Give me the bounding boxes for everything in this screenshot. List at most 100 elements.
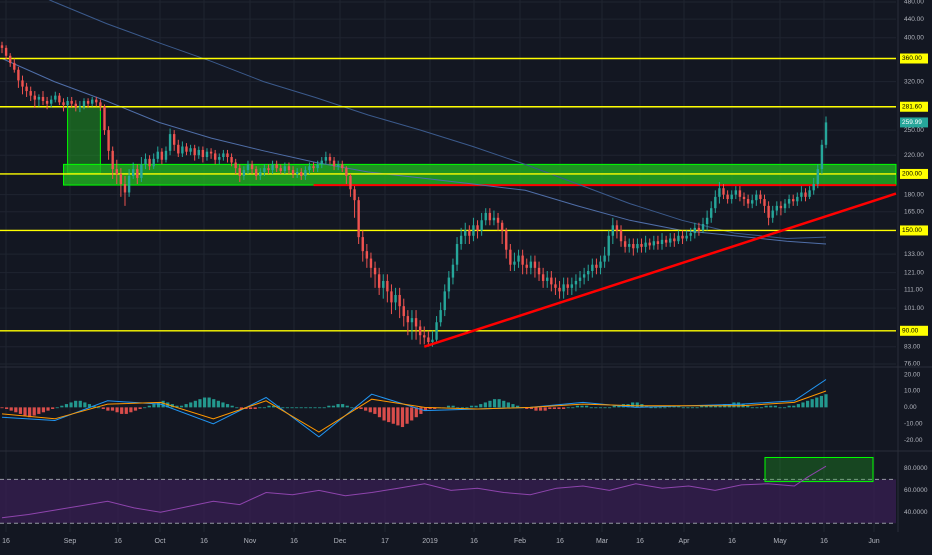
macd-histogram-bar <box>755 407 759 409</box>
level-price-tag <box>900 325 928 336</box>
candle-body <box>730 194 733 200</box>
moving-average-fast <box>1 58 827 245</box>
candle-body <box>361 237 364 252</box>
macd-histogram-bar <box>212 399 216 408</box>
candle-body <box>209 151 213 154</box>
rsi-highlight-box <box>764 456 874 483</box>
candle-body <box>267 168 270 171</box>
level-price-tag <box>900 101 928 112</box>
candle-body <box>472 225 475 236</box>
candle-body <box>4 47 8 56</box>
rsi-y-tick-label: 80.0000 <box>904 465 928 472</box>
candle-body <box>824 122 828 145</box>
macd-histogram-bar <box>281 407 285 409</box>
macd-histogram-bar <box>373 407 377 414</box>
macd-histogram-bar <box>456 407 460 409</box>
macd-histogram-bar <box>635 402 639 408</box>
candle-body <box>172 134 176 145</box>
candle-body <box>439 310 442 323</box>
macd-histogram-bar <box>133 407 138 411</box>
candle-body <box>86 100 90 104</box>
macd-histogram-bar <box>295 407 299 409</box>
macd-histogram-bar <box>713 405 718 408</box>
macd-histogram-bar <box>267 405 271 408</box>
macd-histogram-bar <box>474 405 478 408</box>
macd-histogram-bar <box>787 405 791 408</box>
macd-histogram-bar <box>451 405 455 408</box>
macd-histogram-bar <box>557 407 561 409</box>
macd-histogram-bar <box>322 407 326 409</box>
y-tick-label: 111.00 <box>904 286 923 293</box>
candle-body <box>308 166 311 171</box>
candle-body <box>648 242 651 246</box>
candle-body <box>607 235 610 256</box>
candle-body <box>144 158 147 165</box>
candle-body <box>263 168 266 172</box>
candle-body <box>509 249 512 265</box>
candle-body <box>287 166 291 171</box>
macd-histogram-bar <box>479 404 483 408</box>
last-price-tag <box>900 117 928 128</box>
candle-body <box>74 103 77 108</box>
level-price-label: 281.60 <box>902 103 922 110</box>
macd-histogram-bar <box>529 407 533 409</box>
macd-histogram-bar <box>598 407 603 409</box>
candle-body <box>673 238 676 242</box>
macd-histogram-bar <box>469 405 474 408</box>
candle-body <box>783 203 787 209</box>
candle-body <box>587 271 590 275</box>
macd-histogram-bar <box>299 407 303 409</box>
macd-histogram-bar <box>654 407 658 409</box>
macd-histogram-bar <box>690 407 695 409</box>
macd-histogram-bar <box>152 404 156 408</box>
macd-histogram-bar <box>87 404 92 408</box>
macd-histogram-bar <box>235 407 239 409</box>
macd-histogram-bar <box>681 407 685 409</box>
y-tick-label: 180.00 <box>904 191 924 198</box>
candle-body <box>435 322 438 340</box>
rsi-band <box>0 479 896 524</box>
candle-body <box>521 255 524 265</box>
macd-histogram-bar <box>216 400 220 408</box>
candle-body <box>468 230 471 236</box>
candle-body <box>373 267 377 275</box>
candle-body <box>58 95 61 103</box>
candle-body <box>500 222 504 231</box>
candle-body <box>160 151 164 160</box>
breakout-box <box>67 105 101 174</box>
macd-histogram-bar <box>387 407 391 423</box>
candle-body <box>406 316 410 323</box>
candle-body <box>427 337 430 343</box>
macd-histogram-bar <box>465 407 469 409</box>
candle-body <box>812 184 815 191</box>
macd-histogram-bar <box>120 407 124 414</box>
candle-body <box>341 164 344 169</box>
level-price-tag <box>900 53 928 64</box>
candle-body <box>443 291 446 311</box>
macd-histogram-bar <box>23 407 27 416</box>
x-tick-label: 16 <box>114 538 122 545</box>
macd-histogram-bar <box>796 404 800 408</box>
macd-histogram-bar <box>78 400 82 408</box>
candle-body <box>181 146 184 154</box>
moving-average-slow <box>48 0 827 240</box>
candle-body <box>218 157 221 160</box>
candle-body <box>332 160 336 167</box>
macd-histogram-bar <box>368 407 372 413</box>
candle-body <box>664 239 668 243</box>
y-tick-label: 165.00 <box>904 208 924 215</box>
candle-body <box>33 95 36 100</box>
candle-body <box>697 227 701 231</box>
x-tick-label: 16 <box>200 538 208 545</box>
candle-body <box>394 294 397 303</box>
candle-body <box>78 106 82 108</box>
macd-histogram-bar <box>143 407 147 409</box>
candle-body <box>152 158 155 167</box>
macd-histogram-bar <box>824 394 828 408</box>
candle-body <box>369 258 373 268</box>
macd-histogram-bar <box>792 405 796 408</box>
y-tick-label: 76.00 <box>904 361 921 368</box>
candle-body <box>382 280 385 288</box>
